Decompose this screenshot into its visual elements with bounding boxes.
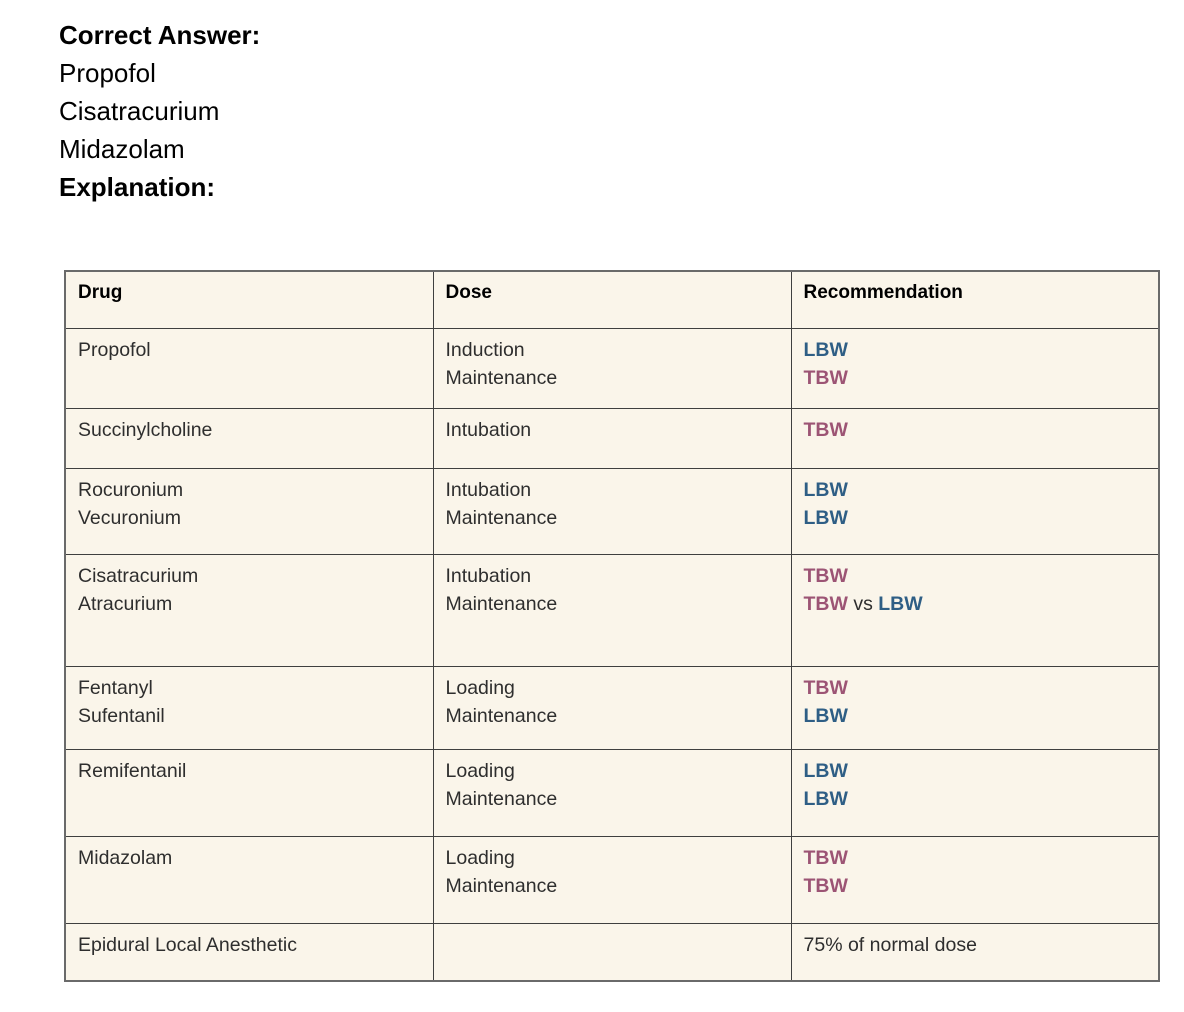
recommendation-tbw-label: TBW bbox=[803, 418, 848, 441]
recommendation-tbw-label: TBW bbox=[803, 676, 848, 699]
recommendation-cell: LBW LBW bbox=[790, 748, 1160, 837]
cell-line: Intubation bbox=[445, 478, 532, 501]
cell-line: Atracurium bbox=[78, 592, 173, 615]
explanation-label: Explanation: bbox=[59, 172, 216, 202]
table-row: Epidural Local Anesthetic 75% of normal d… bbox=[64, 922, 1160, 982]
dose-cell: Loading Maintenance bbox=[432, 665, 792, 750]
answer-line: Propofol bbox=[59, 58, 156, 88]
cell-line: Loading bbox=[445, 846, 515, 869]
recommendation-text: vs bbox=[847, 592, 879, 615]
dose-cell: Intubation Maintenance bbox=[432, 467, 792, 555]
recommendation-cell: TBW TBW vs LBW bbox=[790, 553, 1160, 667]
drug-cell: Midazolam bbox=[64, 835, 434, 924]
recommendation-tbw-label: TBW bbox=[803, 592, 848, 615]
recommendation-tbw-label: TBW bbox=[803, 846, 848, 869]
recommendation-lbw-label: LBW bbox=[803, 759, 848, 782]
cell-line: Rocuronium bbox=[78, 478, 184, 501]
recommendation-lbw-label: LBW bbox=[803, 478, 848, 501]
table-header-row: Drug Dose Recommendation bbox=[64, 270, 1160, 329]
cell-line: Maintenance bbox=[445, 874, 558, 897]
correct-answer-label: Correct Answer: bbox=[59, 20, 261, 50]
cell-line: Induction bbox=[445, 338, 525, 361]
recommendation-text: 75% of normal dose bbox=[803, 933, 977, 956]
recommendation-tbw-label: TBW bbox=[803, 366, 848, 389]
recommendation-lbw-label: LBW bbox=[878, 592, 923, 615]
cell-line: LBW bbox=[804, 504, 1147, 532]
cell-line: LBW bbox=[804, 757, 1147, 785]
cell-line: Maintenance bbox=[445, 592, 558, 615]
table-row: Rocuronium Vecuronium Intubation Maintenanc… bbox=[64, 467, 1160, 555]
cell-line: TBW bbox=[804, 844, 1147, 872]
table-row: Fentanyl Sufentanil Loading Maintenance TBW L… bbox=[64, 665, 1160, 750]
dose-cell: Intubation Maintenance bbox=[432, 553, 792, 667]
cell-line: TBW bbox=[804, 562, 1147, 590]
cell-line: Loading bbox=[445, 676, 515, 699]
recommendation-tbw-label: TBW bbox=[803, 564, 848, 587]
drug-dosing-table-wrap: Drug Dose Recommendation Propofol Inducti… bbox=[64, 270, 1184, 982]
cell-line: Remifentanil bbox=[78, 759, 187, 782]
recommendation-cell: LBW LBW bbox=[790, 467, 1160, 555]
recommendation-lbw-label: LBW bbox=[803, 506, 848, 529]
cell-line: Maintenance bbox=[445, 506, 558, 529]
recommendation-cell: TBW bbox=[790, 407, 1160, 469]
cell-line: Succinylcholine bbox=[78, 418, 213, 441]
column-header-dose: Dose bbox=[432, 270, 792, 329]
cell-line: LBW bbox=[804, 336, 1147, 364]
drug-cell: Rocuronium Vecuronium bbox=[64, 467, 434, 555]
dose-cell: Induction Maintenance bbox=[432, 327, 792, 409]
cell-line: Maintenance bbox=[445, 787, 558, 810]
recommendation-cell: LBW TBW bbox=[790, 327, 1160, 409]
cell-line: Loading bbox=[445, 759, 515, 782]
cell-line: TBW vs LBW bbox=[804, 590, 1147, 618]
table-row: Propofol Induction Maintenance LBW TBW bbox=[64, 327, 1160, 409]
recommendation-lbw-label: LBW bbox=[803, 338, 848, 361]
cell-line: Maintenance bbox=[445, 704, 558, 727]
column-header-drug: Drug bbox=[64, 270, 434, 329]
dose-cell: Loading Maintenance bbox=[432, 748, 792, 837]
cell-line: TBW bbox=[804, 416, 1147, 444]
table-row: Succinylcholine Intubation TBW bbox=[64, 407, 1160, 469]
cell-line: 75% of normal dose bbox=[804, 931, 1147, 959]
cell-line: LBW bbox=[804, 785, 1147, 813]
cell-line: LBW bbox=[804, 702, 1147, 730]
table-row: Midazolam Loading Maintenance TBW TBW bbox=[64, 835, 1160, 924]
answer-line: Midazolam bbox=[59, 134, 185, 164]
dose-cell: Loading Maintenance bbox=[432, 835, 792, 924]
drug-dosing-table: Drug Dose Recommendation Propofol Inducti… bbox=[64, 270, 1160, 982]
drug-cell: Remifentanil bbox=[64, 748, 434, 837]
cell-line: Cisatracurium bbox=[78, 564, 199, 587]
drug-cell: Succinylcholine bbox=[64, 407, 434, 469]
cell-line: Maintenance bbox=[445, 366, 558, 389]
cell-line: Sufentanil bbox=[78, 704, 165, 727]
drug-cell: Cisatracurium Atracurium bbox=[64, 553, 434, 667]
cell-line: Intubation bbox=[445, 418, 532, 441]
cell-line: TBW bbox=[804, 674, 1147, 702]
answer-block: Correct Answer: Propofol Cisatracurium M… bbox=[59, 16, 1184, 206]
cell-line: TBW bbox=[804, 872, 1147, 900]
cell-line: LBW bbox=[804, 476, 1147, 504]
cell-line: TBW bbox=[804, 364, 1147, 392]
cell-line: Fentanyl bbox=[78, 676, 153, 699]
answer-line: Cisatracurium bbox=[59, 96, 220, 126]
table-row: Cisatracurium Atracurium Intubation Mainten… bbox=[64, 553, 1160, 667]
cell-line: Intubation bbox=[445, 564, 532, 587]
cell-line: Propofol bbox=[78, 338, 151, 361]
recommendation-cell: TBW LBW bbox=[790, 665, 1160, 750]
cell-line: Midazolam bbox=[78, 846, 173, 869]
drug-cell: Fentanyl Sufentanil bbox=[64, 665, 434, 750]
recommendation-lbw-label: LBW bbox=[803, 704, 848, 727]
drug-cell: Epidural Local Anesthetic bbox=[64, 922, 434, 982]
recommendation-tbw-label: TBW bbox=[803, 874, 848, 897]
table-row: Remifentanil Loading Maintenance LBW LBW bbox=[64, 748, 1160, 837]
recommendation-lbw-label: LBW bbox=[803, 787, 848, 810]
column-header-recommendation: Recommendation bbox=[790, 270, 1160, 329]
cell-line: Epidural Local Anesthetic bbox=[78, 933, 297, 956]
recommendation-cell: 75% of normal dose bbox=[790, 922, 1160, 982]
recommendation-cell: TBW TBW bbox=[790, 835, 1160, 924]
dose-cell: Intubation bbox=[432, 407, 792, 469]
cell-line: Vecuronium bbox=[78, 506, 181, 529]
drug-cell: Propofol bbox=[64, 327, 434, 409]
dose-cell bbox=[432, 922, 792, 982]
